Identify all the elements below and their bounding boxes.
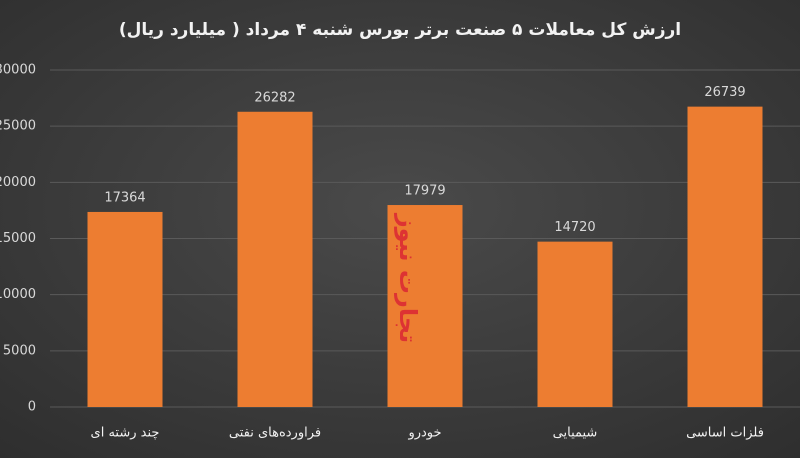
y-tick-label: 25000 — [0, 119, 36, 134]
data-label: 14720 — [554, 220, 595, 235]
y-tick-label: 30000 — [0, 63, 36, 78]
bar — [687, 106, 763, 407]
bar — [87, 211, 163, 407]
y-tick-label: 0 — [28, 400, 36, 415]
data-label: 26739 — [704, 85, 745, 100]
x-tick-label: خودرو — [407, 426, 441, 441]
bar — [537, 241, 613, 407]
y-tick-label: 10000 — [0, 287, 36, 302]
chart-title: ارزش کل معاملات ۵ صنعت برتر بورس شنبه ۴ … — [119, 20, 681, 40]
bar — [237, 111, 313, 407]
watermark: تجارت نیوز — [394, 213, 422, 343]
data-label: 17364 — [104, 190, 145, 205]
y-tick-label: 15000 — [0, 231, 36, 246]
x-tick-label: فلزات اساسی — [686, 426, 764, 441]
data-label: 17979 — [404, 184, 445, 199]
y-tick-label: 5000 — [3, 343, 36, 358]
x-tick-label: چند رشته ای — [91, 426, 160, 441]
bar — [387, 205, 463, 407]
x-tick-label: شیمیایی — [553, 426, 598, 441]
y-tick-label: 20000 — [0, 175, 36, 190]
data-label: 26282 — [254, 90, 295, 105]
x-tick-label: فراورده‌های نفتی — [229, 426, 321, 441]
